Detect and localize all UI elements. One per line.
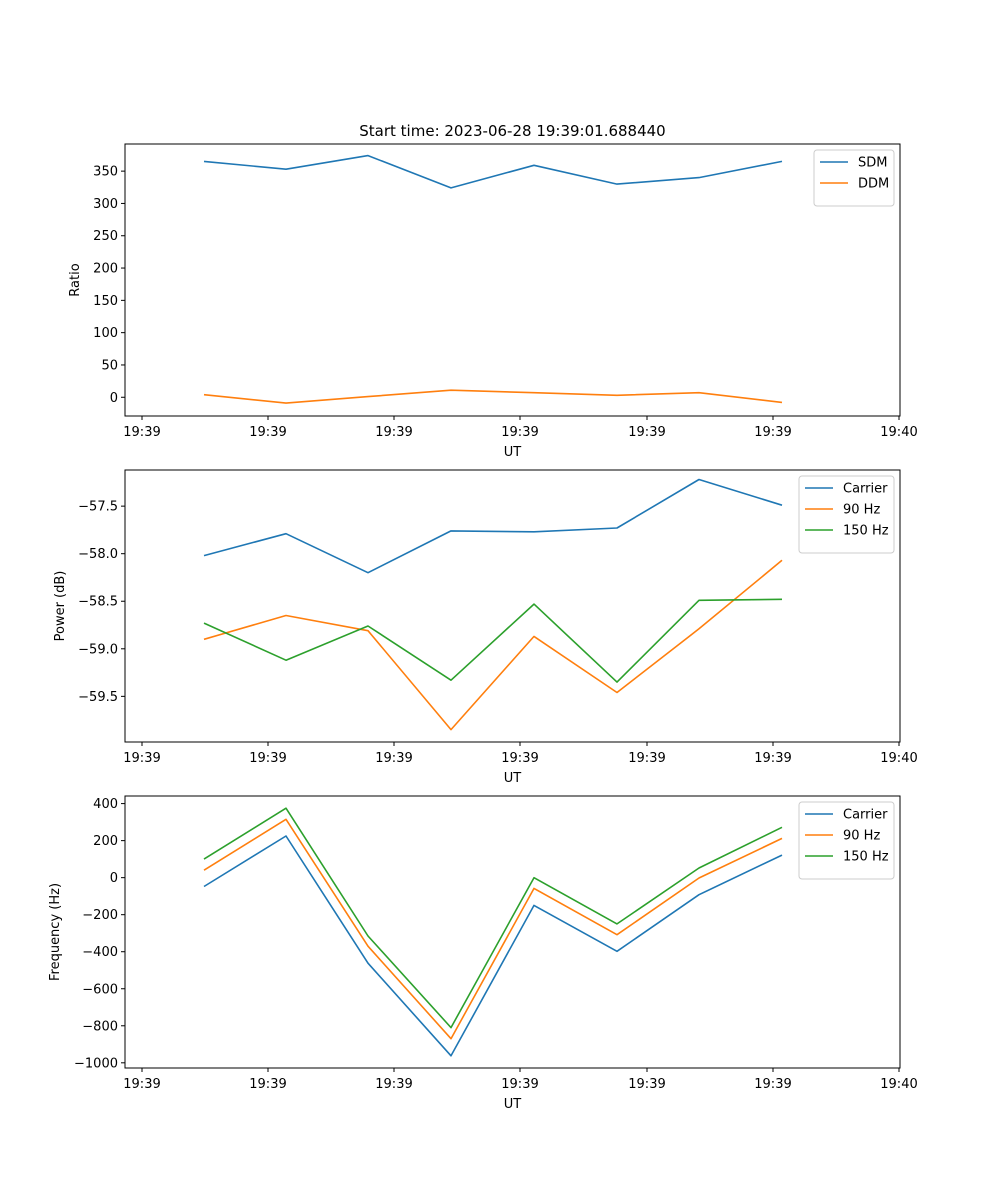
ratio-y-tick-label: 50 (101, 358, 118, 373)
power-x-tick-label: 19:39 (375, 751, 412, 766)
ratio-legend-box (813, 149, 895, 207)
power-x-axis-label: UT (504, 771, 522, 786)
power-y-tick-label: −59.5 (78, 690, 118, 705)
frequency-x-tick-label: 19:39 (249, 1077, 286, 1092)
ratio-x-tick-label: 19:40 (880, 425, 917, 440)
ratio-x-tick-label: 19:39 (123, 425, 160, 440)
ratio-x-tick-label: 19:39 (628, 425, 665, 440)
frequency-axis-ticks: −1000 −800 −600 −400 −200 0 200 400 19:39 19:39 19… (74, 797, 918, 1092)
figure-title: Start time: 2023-06-28 19:39:01.688440 (359, 122, 665, 140)
frequency-x-axis-label: UT (504, 1097, 522, 1112)
ratio-x-axis-label: UT (504, 445, 522, 460)
frequency-x-tick-label: 19:39 (123, 1077, 160, 1092)
frequency-legend: Carrier 90 Hz 150 Hz (798, 801, 895, 880)
power-legend-label-90-hz: 90 Hz (843, 503, 880, 518)
ratio-legend-label-sdm: SDM (858, 156, 887, 171)
ratio-x-tick-label: 19:39 (501, 425, 538, 440)
frequency-x-tick-label: 19:40 (880, 1077, 917, 1092)
ratio-panel: 0 50 100 150 200 250 300 350 19:39 19:39 19:39 19:3… (68, 143, 918, 460)
ratio-y-tick-label: 300 (93, 197, 118, 212)
frequency-series-carrier-line (203, 835, 783, 1057)
power-legend-box (798, 475, 895, 554)
ratio-x-tick-label: 19:39 (754, 425, 791, 440)
ratio-y-tick-label: 0 (110, 391, 118, 406)
ratio-y-tick-label: 150 (93, 294, 118, 309)
power-panel: −59.5 −59.0 −58.5 −58.0 −57.5 19:39 19:39 19:39… (53, 469, 918, 786)
frequency-series-90-hz-line (203, 818, 783, 1040)
power-y-tick-label: −59.0 (78, 642, 118, 657)
frequency-legend-box (798, 801, 895, 880)
ratio-series-sdm-line (203, 154, 783, 189)
power-legend-label-150-hz: 150 Hz (843, 524, 889, 539)
ratio-plot-area (203, 154, 783, 404)
frequency-y-tick-label: −1000 (74, 1056, 118, 1071)
power-x-tick-label: 19:39 (754, 751, 791, 766)
ratio-axes-frame (124, 143, 901, 417)
power-axis-ticks: −59.5 −59.0 −58.5 −58.0 −57.5 19:39 19:39 19:39… (78, 500, 918, 766)
power-series-carrier-line (203, 478, 783, 574)
frequency-y-tick-label: 200 (93, 834, 118, 849)
frequency-axes-frame (124, 795, 901, 1069)
frequency-legend-label-90-hz: 90 Hz (843, 829, 880, 844)
ratio-y-tick-label: 350 (93, 165, 118, 180)
frequency-y-tick-label: 0 (110, 871, 118, 886)
power-legend: Carrier 90 Hz 150 Hz (798, 475, 895, 554)
ratio-y-tick-label: 100 (93, 326, 118, 341)
frequency-x-tick-label: 19:39 (501, 1077, 538, 1092)
frequency-y-tick-label: 400 (93, 797, 118, 812)
frequency-y-tick-label: −800 (82, 1019, 118, 1034)
frequency-y-tick-label: −400 (82, 945, 118, 960)
frequency-panel: −1000 −800 −600 −400 −200 0 200 400 19:39 19:39 19… (48, 795, 918, 1112)
power-legend-label-carrier: Carrier (843, 482, 888, 497)
frequency-series-150-hz-line (203, 807, 783, 1029)
ratio-legend-label-ddm: DDM (858, 177, 889, 192)
frequency-x-tick-label: 19:39 (375, 1077, 412, 1092)
power-series-150-hz-line (203, 598, 783, 683)
power-y-tick-label: −58.0 (78, 547, 118, 562)
frequency-y-tick-label: −600 (82, 982, 118, 997)
power-x-tick-label: 19:39 (501, 751, 538, 766)
frequency-plot-area (203, 807, 783, 1057)
ratio-y-axis-label: Ratio (68, 263, 83, 296)
power-x-tick-label: 19:40 (880, 751, 917, 766)
power-plot-area (203, 478, 783, 731)
ratio-series-ddm-line (203, 389, 783, 404)
power-series-90-hz-line (203, 559, 783, 731)
frequency-y-tick-label: −200 (82, 908, 118, 923)
frequency-legend-label-150-hz: 150 Hz (843, 850, 889, 865)
frequency-y-axis-label: Frequency (Hz) (48, 883, 63, 981)
frequency-legend-label-carrier: Carrier (843, 808, 888, 823)
power-x-tick-label: 19:39 (123, 751, 160, 766)
ratio-y-tick-label: 200 (93, 262, 118, 277)
power-x-tick-label: 19:39 (628, 751, 665, 766)
power-y-tick-label: −57.5 (78, 500, 118, 515)
ratio-axis-ticks: 0 50 100 150 200 250 300 350 19:39 19:39 19:39 19:3… (93, 165, 918, 440)
power-x-tick-label: 19:39 (249, 751, 286, 766)
ratio-x-tick-label: 19:39 (375, 425, 412, 440)
ratio-y-tick-label: 250 (93, 229, 118, 244)
frequency-x-tick-label: 19:39 (628, 1077, 665, 1092)
frequency-x-tick-label: 19:39 (754, 1077, 791, 1092)
ratio-legend: SDM DDM (813, 149, 895, 207)
ratio-x-tick-label: 19:39 (249, 425, 286, 440)
power-axes-frame (124, 469, 901, 743)
power-y-axis-label: Power (dB) (53, 571, 68, 642)
power-y-tick-label: −58.5 (78, 595, 118, 610)
